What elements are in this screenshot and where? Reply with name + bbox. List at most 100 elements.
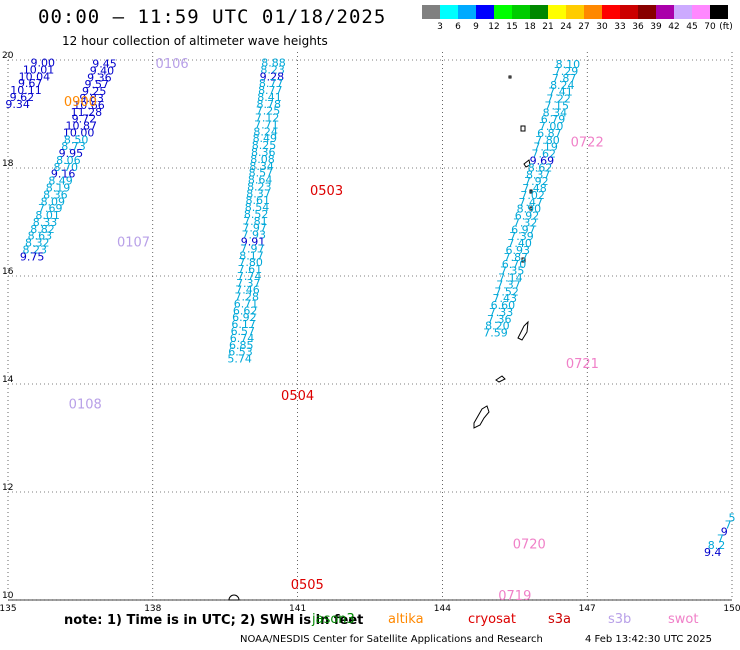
pass-label: 0503 [310, 184, 343, 199]
wave-height-value: 6.53 [228, 346, 253, 359]
wave-height-value: 8.41 [257, 91, 282, 104]
wave-height-value: 8.90 [517, 203, 542, 216]
lat-tick-label: 18 [2, 159, 14, 169]
wave-height-value: 8.06 [56, 154, 81, 167]
island-outline [228, 594, 240, 601]
wave-height-value: 10.00 [63, 126, 95, 139]
axis-tick-labels: 135 138 141 144 147 150 20 18 16 14 12 10 [0, 51, 740, 614]
wave-height-value: 7.43 [493, 292, 518, 305]
wave-height-value: 10.01 [23, 63, 55, 76]
wave-height-value: 7.35 [500, 265, 525, 278]
wave-height-value: 9.16 [51, 168, 76, 181]
wave-height-value: 6.93 [506, 244, 531, 257]
legend-swatch [584, 5, 602, 19]
lon-tick-label: 150 [723, 604, 740, 614]
wave-height-value: 9.4 [704, 546, 722, 559]
wave-height-value: 8.37 [246, 187, 271, 200]
legend-swatch [476, 5, 494, 19]
legend-label: 36 [632, 22, 644, 32]
wave-height-value: 8.78 [257, 98, 282, 111]
wave-height-value: 8.77 [258, 84, 283, 97]
mission-label-altika: altika [388, 612, 424, 627]
wave-height-value: 7.93 [242, 229, 267, 242]
wave-height-value: 8.23 [247, 180, 272, 193]
wave-height-value: 7.40 [507, 237, 532, 250]
legend-swatch [440, 5, 458, 19]
island-outline [521, 257, 526, 263]
wave-height-value: 7.87 [504, 251, 529, 264]
wave-height-value: 9.95 [59, 147, 84, 160]
legend-swatch [566, 5, 584, 19]
wave-height-value: 8.54 [245, 201, 270, 214]
mission-label-swot: swot [668, 612, 699, 627]
wave-height-value: 8.09 [41, 195, 66, 208]
island-outline [529, 206, 533, 211]
wave-height-value: 7.22 [546, 93, 571, 106]
wave-height-value: 8.01 [35, 209, 60, 222]
wave-height-value: 7.97 [240, 242, 265, 255]
mission-label-s3a: s3a [548, 612, 572, 627]
wave-height-value: 9.75 [20, 250, 45, 263]
wave-height-value: 8.24 [253, 125, 278, 138]
wave-height-value: 7.71 [254, 118, 279, 131]
wave-height-value: 7.12 [255, 112, 280, 125]
pass-label: 0720 [513, 538, 546, 553]
wave-height-value: 6.79 [541, 113, 566, 126]
wave-height-value: 8.50 [64, 133, 89, 146]
legend-swatch [458, 5, 476, 19]
wave-height-value: 8.32 [25, 237, 50, 250]
wave-height-value: 7.28 [235, 291, 260, 304]
wave-height-value: 10.87 [66, 120, 98, 133]
wave-height-value: 7.97 [242, 222, 267, 235]
wave-height-value: 7.32 [513, 216, 538, 229]
wave-height-value: 7.39 [509, 230, 534, 243]
wave-height-value: 8.36 [251, 146, 276, 159]
legend-label: 30 [596, 22, 608, 32]
wave-height-value: 8.25 [252, 139, 277, 152]
wave-height-value: 10.66 [73, 99, 105, 112]
pass-label: 0505 [291, 578, 324, 593]
wave-height-value: 9 [721, 525, 728, 538]
wave-height-value: 9.62 [10, 91, 35, 104]
island-outline [508, 75, 512, 79]
pass-label: 0108 [69, 397, 102, 412]
mission-label-cryosat: cryosat [468, 612, 516, 627]
wave-height-value: 10.04 [19, 70, 51, 83]
pass-label: 0719 [498, 589, 531, 604]
wave-height-value: 8.82 [30, 223, 55, 236]
wave-height-value: 6.17 [231, 318, 256, 331]
wave-height-value: 6.70 [502, 258, 527, 271]
lat-tick-label: 16 [2, 267, 14, 277]
wave-height-value: 7.37 [496, 278, 521, 291]
legend-label: 21 [542, 22, 554, 32]
pass-label: 0504 [281, 389, 314, 404]
wave-height-value: 7 [717, 532, 724, 545]
wave-height-value: 6.87 [537, 127, 562, 140]
wave-height-value: 7.81 [243, 215, 268, 228]
wave-height-value: 7.62 [532, 148, 557, 161]
legend-swatch [530, 5, 548, 19]
legend-label: 27 [578, 22, 590, 32]
wave-height-value: 8.33 [33, 216, 58, 229]
wave-height-value: 9.91 [241, 235, 266, 248]
legend-swatch [674, 5, 692, 19]
lat-tick-label: 20 [2, 51, 14, 61]
pass-label: 0722 [571, 135, 604, 150]
wave-height-value: 7.52 [494, 285, 519, 298]
legend-label: 18 [524, 22, 536, 32]
wave-height-value: 6.74 [230, 332, 255, 345]
wave-height-value: 7.29 [554, 65, 579, 78]
wave-height-value: 7 [725, 519, 732, 532]
wave-height-value: 8.36 [43, 188, 68, 201]
legend-swatch [710, 5, 728, 19]
wave-height-value: 8.57 [249, 167, 274, 180]
wave-height-value: 9.45 [92, 58, 117, 71]
wave-height-value: 7.25 [256, 105, 281, 118]
island-outlines [228, 75, 533, 601]
wave-height-value: 6.85 [229, 339, 254, 352]
wave-height-value: 8.37 [526, 168, 551, 181]
wave-height-value: 5 [729, 512, 736, 525]
legend-label: 6 [455, 22, 461, 32]
lat-lon-grid [7, 52, 733, 601]
wave-height-value: 9.72 [72, 113, 97, 126]
